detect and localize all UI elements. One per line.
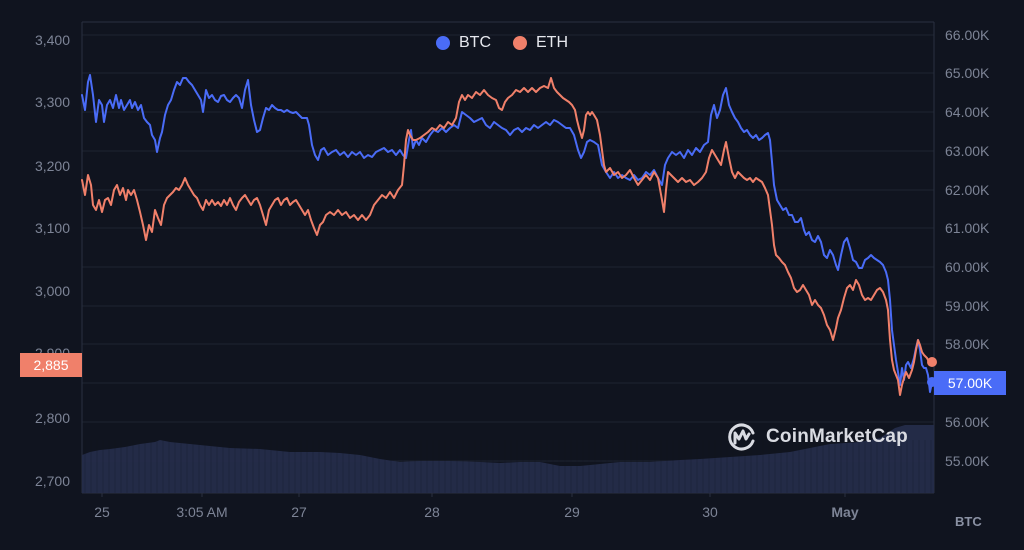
right-axis-tick-label: 61.00K (945, 220, 990, 236)
legend-label-eth: ETH (536, 34, 568, 51)
eth-current-price-tag: 2,885 (20, 353, 82, 377)
coinmarketcap-watermark: CoinMarketCap (726, 421, 908, 453)
eth-legend-dot-icon (513, 36, 527, 50)
right-axis-tick-label: 65.00K (945, 65, 990, 81)
btc-current-price-tag: 57.00K (934, 371, 1006, 395)
x-axis-tick-label: 25 (94, 504, 110, 520)
x-axis-tick-label: 27 (291, 504, 307, 520)
watermark-text: CoinMarketCap (766, 426, 908, 447)
right-axis-tick-label: 66.00K (945, 27, 990, 43)
right-axis-unit-label: BTC (955, 514, 982, 529)
left-axis-tick-label: 3,000 (35, 283, 70, 299)
x-axis-tick-label: 29 (564, 504, 580, 520)
right-axis-tick-label: 63.00K (945, 143, 990, 159)
right-axis-tick-label: 58.00K (945, 336, 990, 352)
right-axis-tick-label: 62.00K (945, 182, 990, 198)
chart-legend: BTC ETH (436, 34, 568, 52)
x-axis-tick-label: May (831, 504, 858, 520)
x-axis-tick-label: 3:05 AM (176, 504, 227, 520)
x-axis-tick-label: 30 (702, 504, 718, 520)
left-axis-tick-label: 2,800 (35, 410, 70, 426)
legend-item-eth[interactable]: ETH (513, 34, 568, 52)
eth-last-point-marker (927, 357, 937, 367)
left-axis-tick-label: 3,300 (35, 94, 70, 110)
btc-legend-dot-icon (436, 36, 450, 50)
coinmarketcap-logo-icon (728, 423, 755, 451)
left-axis-tick-label: 2,700 (35, 473, 70, 489)
right-axis-tick-label: 59.00K (945, 298, 990, 314)
legend-item-btc[interactable]: BTC (436, 34, 491, 52)
right-axis-tick-label: 64.00K (945, 104, 990, 120)
left-axis-tick-label: 3,100 (35, 220, 70, 236)
left-axis-tick-label: 3,200 (35, 158, 70, 174)
right-axis-tick-label: 55.00K (945, 453, 990, 469)
volume-area (82, 425, 934, 493)
btc-price-line (81, 74, 935, 393)
right-axis-tick-label: 56.00K (945, 414, 990, 430)
x-axis-tick-label: 28 (424, 504, 440, 520)
legend-label-btc: BTC (459, 34, 491, 51)
left-axis-tick-label: 3,400 (35, 32, 70, 48)
eth-price-line (81, 77, 935, 396)
right-axis-tick-label: 60.00K (945, 259, 990, 275)
